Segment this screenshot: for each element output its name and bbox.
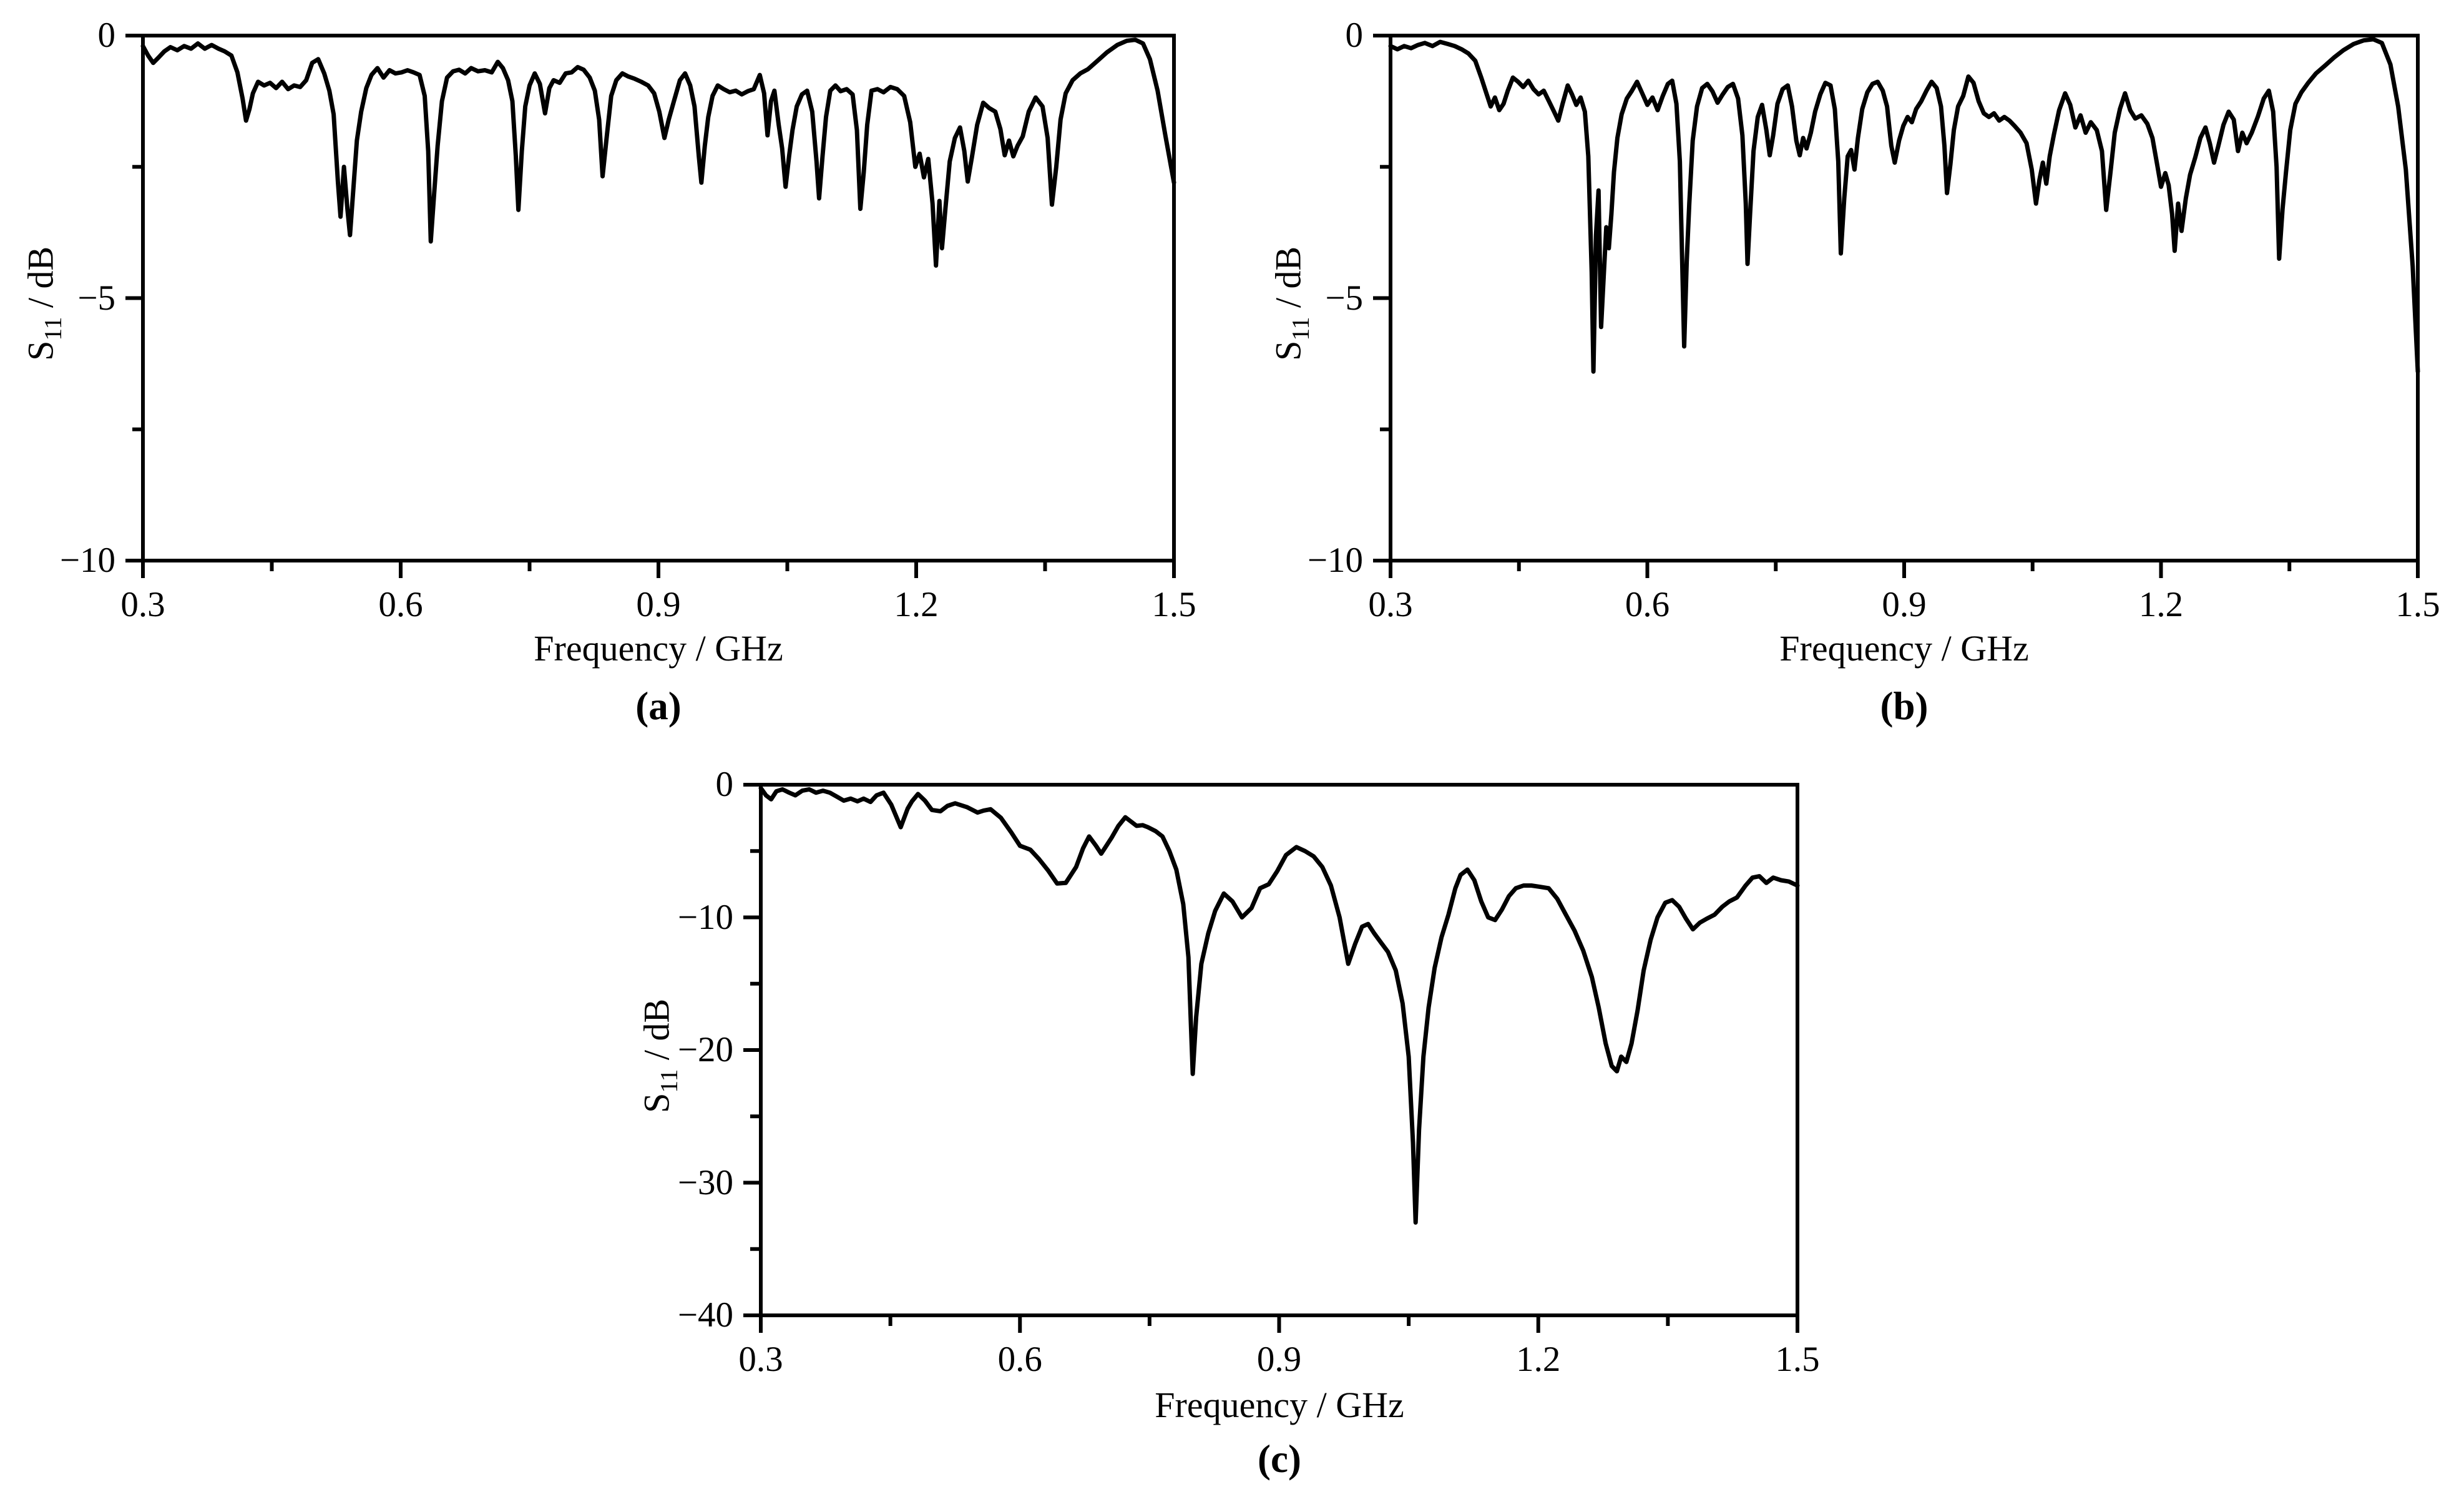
s11-curve	[140, 37, 1176, 268]
x-tick-label: 1.5	[2395, 585, 2440, 624]
x-tick-label: 0.6	[997, 1340, 1042, 1379]
x-tick-label: 0.3	[120, 585, 165, 624]
y-axis-title-base: S	[20, 340, 61, 361]
x-tick-label: 1.2	[894, 585, 939, 624]
x-tick-label: 0.9	[1256, 1340, 1302, 1379]
x-tick-label: 1.5	[1775, 1340, 1820, 1379]
y-tick-label: −5	[77, 278, 115, 318]
x-tick-label: 0.3	[738, 1340, 783, 1379]
x-tick-label: 0.9	[1882, 585, 1927, 624]
y-axis-title-base: S	[636, 1092, 677, 1113]
panel-caption-a: (a)	[635, 684, 682, 728]
y-tick-label: −20	[677, 1030, 733, 1069]
x-axis-title-a: Frequency / GHz	[534, 628, 783, 669]
y-tick-label: −40	[677, 1295, 733, 1335]
y-axis-title-sub: 11	[39, 317, 67, 341]
y-axis-title-base: S	[1268, 340, 1309, 361]
y-tick-label: −5	[1325, 278, 1363, 318]
x-tick-label: 0.9	[636, 585, 681, 624]
y-tick-label: −10	[59, 541, 115, 580]
y-tick-label: 0	[1345, 16, 1364, 55]
panel-caption-c: (c)	[1258, 1437, 1301, 1481]
y-tick-label: −10	[677, 897, 733, 937]
panel-c	[743, 783, 1800, 1333]
y-tick-label: −30	[677, 1162, 733, 1202]
x-tick-label: 0.3	[1368, 585, 1413, 624]
s11-curve	[758, 785, 1800, 1225]
y-tick-label: 0	[715, 765, 734, 804]
x-tick-label: 0.6	[378, 585, 423, 624]
x-tick-label: 1.5	[1151, 585, 1196, 624]
x-tick-label: 0.6	[1625, 585, 1670, 624]
x-axis-title-c: Frequency / GHz	[1155, 1385, 1404, 1425]
x-tick-label: 1.2	[1516, 1340, 1561, 1379]
panel-caption-b: (b)	[1880, 684, 1929, 728]
x-tick-label: 1.2	[2138, 585, 2184, 624]
y-axis-title-sub: 11	[1286, 317, 1314, 341]
y-tick-label: 0	[97, 16, 116, 55]
panel-b	[1373, 34, 2420, 578]
s11-curve	[1388, 37, 2420, 374]
panel-a	[125, 34, 1176, 578]
y-axis-title-sub: 11	[655, 1069, 683, 1093]
y-tick-label: −10	[1307, 541, 1363, 580]
axes-frame	[1389, 34, 2420, 562]
x-axis-title-b: Frequency / GHz	[1779, 628, 2029, 669]
